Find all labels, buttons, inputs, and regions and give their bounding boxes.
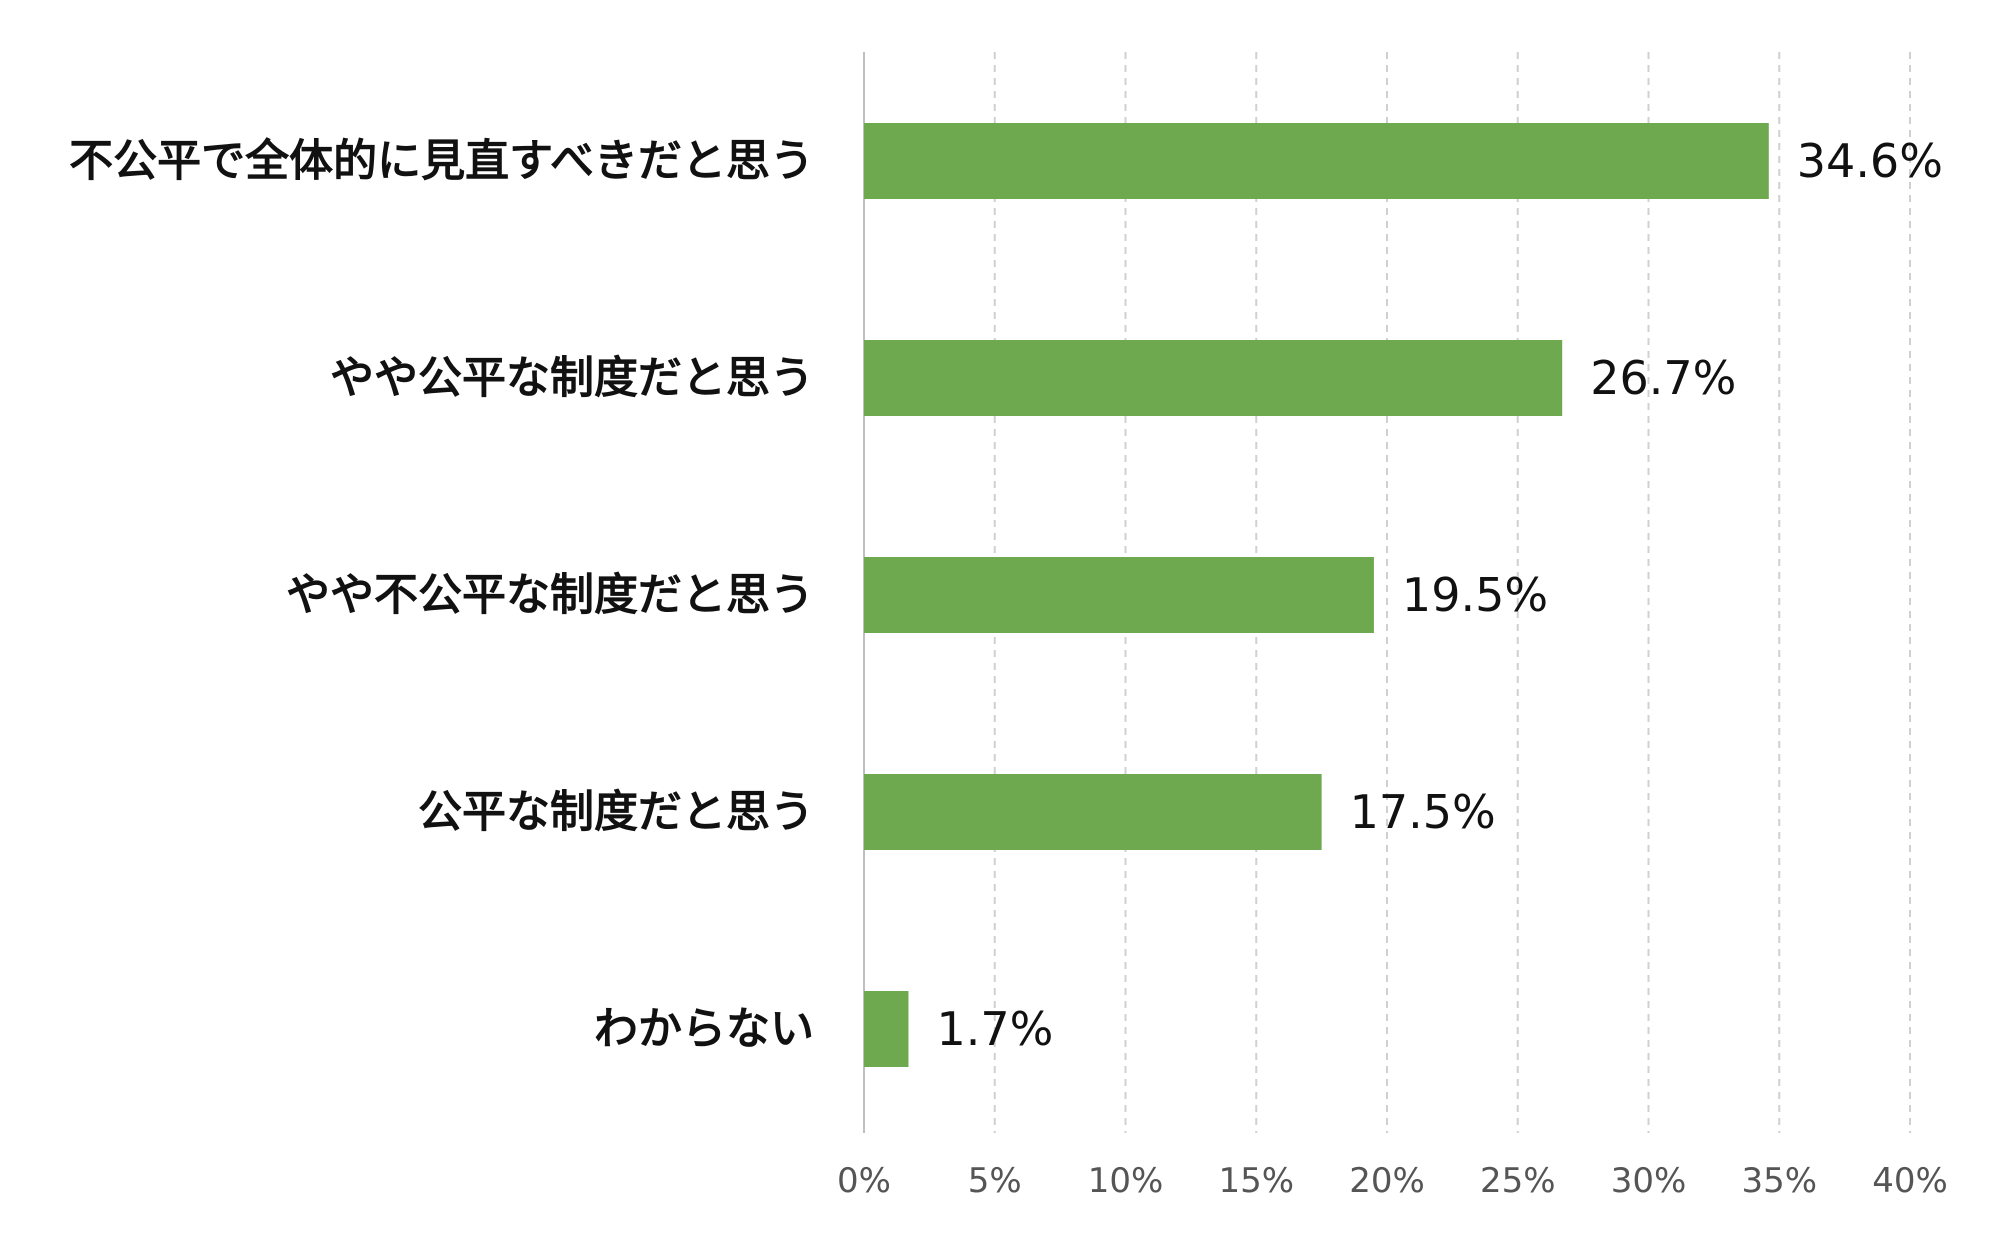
category-labels: 不公平で全体的に見直すべきだと思うやや公平な制度だと思うやや不公平な制度だと思う… bbox=[69, 136, 814, 1055]
value-label: 19.5% bbox=[1402, 568, 1548, 622]
bar bbox=[864, 340, 1563, 416]
x-tick-label: 0% bbox=[837, 1161, 891, 1201]
value-label: 17.5% bbox=[1350, 785, 1496, 839]
value-label: 34.6% bbox=[1797, 134, 1943, 188]
bar bbox=[864, 557, 1374, 633]
value-label: 1.7% bbox=[936, 1002, 1053, 1056]
x-tick-label: 15% bbox=[1218, 1161, 1294, 1201]
bar bbox=[864, 123, 1769, 199]
x-tick-label: 25% bbox=[1480, 1161, 1556, 1201]
bar bbox=[864, 991, 909, 1067]
bars bbox=[864, 123, 1769, 1067]
category-label: 不公平で全体的に見直すべきだと思う bbox=[69, 136, 814, 187]
category-label: わからない bbox=[594, 1004, 814, 1055]
x-tick-label: 35% bbox=[1741, 1161, 1817, 1201]
value-label: 26.7% bbox=[1590, 351, 1736, 405]
category-label: 公平な制度だと思う bbox=[418, 787, 814, 838]
x-tick-label: 30% bbox=[1611, 1161, 1687, 1201]
x-tick-label: 10% bbox=[1088, 1161, 1164, 1201]
x-tick-labels: 0% 5% 10% 15% 20% 25% 30% 35% 40% bbox=[837, 1161, 1948, 1201]
x-tick-label: 5% bbox=[968, 1161, 1022, 1201]
value-labels: 34.6% 26.7% 19.5% 17.5% 1.7% bbox=[936, 134, 1942, 1056]
bar bbox=[864, 774, 1322, 850]
x-tick-label: 40% bbox=[1872, 1161, 1948, 1201]
grid-lines bbox=[993, 52, 1911, 1133]
category-label: やや不公平な制度だと思う bbox=[286, 570, 814, 621]
category-label: やや公平な制度だと思う bbox=[330, 353, 814, 404]
x-tick-label: 20% bbox=[1349, 1161, 1425, 1201]
